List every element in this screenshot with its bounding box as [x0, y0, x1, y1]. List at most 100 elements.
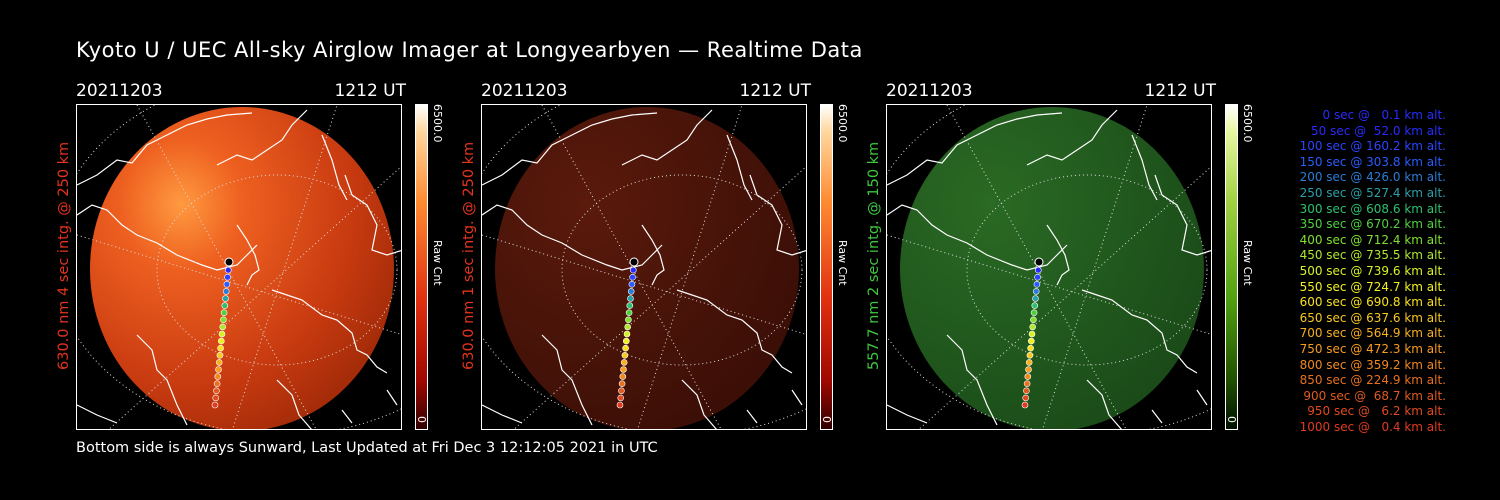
legend-item: 150 sec @ 303.8 km alt.	[1299, 154, 1446, 169]
trajectory-point	[214, 373, 222, 380]
trajectory-point	[217, 344, 224, 352]
trajectory-point	[1035, 266, 1042, 274]
legend-item: 450 sec @ 735.5 km alt.	[1299, 248, 1446, 263]
launch-point	[1034, 257, 1044, 267]
trajectory-point	[627, 288, 635, 295]
colorbar-max: 6500.0	[836, 104, 849, 143]
trajectory-point	[222, 295, 229, 302]
trajectory-legend: 0 sec @ 0.1 km alt. 50 sec @ 52.0 km alt…	[1266, 108, 1446, 435]
coastline	[482, 109, 806, 429]
trajectory-point	[629, 273, 636, 281]
trajectory-point	[1028, 330, 1036, 338]
trajectory-point	[1025, 359, 1033, 366]
trajectory-point	[630, 266, 637, 274]
legend-item: 750 sec @ 472.3 km alt.	[1299, 341, 1446, 356]
trajectory-point	[211, 401, 219, 409]
colorbar-unit: Raw Cnt	[1241, 240, 1254, 286]
trajectory-point	[620, 366, 627, 373]
airglow-disk	[900, 107, 1204, 429]
trajectory-point	[625, 316, 632, 324]
trajectory-point	[1026, 352, 1034, 359]
allsky-image	[481, 104, 807, 430]
trajectory	[616, 257, 639, 409]
trajectory-point	[219, 323, 226, 331]
trajectory-point	[618, 387, 625, 395]
legend-item: 1000 sec @ 0.4 km alt.	[1299, 419, 1446, 434]
lat-lon-grid	[887, 105, 1211, 429]
legend-item: 200 sec @ 426.0 km alt.	[1299, 170, 1446, 185]
panel-time: 1212 UT	[739, 81, 812, 101]
trajectory-point	[215, 359, 223, 366]
y-axis-label: 630.0 nm 1 sec intg. @ 250 km	[461, 141, 477, 370]
panel-3: 20211203 1212 UT 6500.0 Raw Cnt 0	[886, 80, 1286, 430]
trajectory-point	[1030, 316, 1037, 324]
trajectory-point	[1032, 295, 1039, 302]
legend-item: 100 sec @ 160.2 km alt.	[1299, 139, 1446, 154]
trajectory-point	[625, 309, 633, 316]
colorbar-min: 0	[820, 416, 833, 423]
coastline	[887, 109, 1211, 429]
allsky-image	[886, 104, 1212, 430]
legend-item: 0 sec @ 0.1 km alt.	[1322, 108, 1447, 122]
y-axis-label: 630.0 nm 4 sec intg. @ 250 km	[56, 141, 72, 370]
legend-item: 600 sec @ 690.8 km alt.	[1299, 295, 1446, 310]
trajectory-point	[626, 302, 634, 309]
trajectory-point	[627, 295, 634, 302]
panel-date: 20211203	[76, 81, 163, 101]
trajectory-point	[1032, 288, 1040, 295]
colorbar-unit: Raw Cnt	[431, 240, 444, 286]
colorbar	[415, 104, 428, 430]
legend-item: 500 sec @ 739.6 km alt.	[1299, 263, 1446, 278]
panel-time: 1212 UT	[1144, 81, 1217, 101]
legend-item: 850 sec @ 224.9 km alt.	[1299, 373, 1446, 388]
allsky-image	[76, 104, 402, 430]
panel-2: 20211203 1212 UT 6500.0 Raw Cnt 0	[481, 80, 881, 430]
trajectory-point	[628, 281, 636, 288]
legend-item: 50 sec @ 52.0 km alt.	[1311, 123, 1446, 138]
page-title: Kyoto U / UEC All-sky Airglow Imager at …	[76, 38, 863, 62]
trajectory-point	[620, 359, 628, 366]
footer-note: Bottom side is always Sunward, Last Upda…	[76, 440, 658, 456]
allsky-map-svg	[77, 105, 401, 429]
trajectory-point	[1023, 387, 1030, 395]
panel-date: 20211203	[481, 81, 568, 101]
trajectory-point	[623, 337, 630, 345]
trajectory-point	[224, 273, 231, 281]
trajectory-point	[621, 352, 629, 359]
trajectory-point	[1029, 323, 1036, 331]
trajectory-point	[616, 401, 624, 409]
legend-item: 900 sec @ 68.7 km alt.	[1303, 388, 1446, 403]
legend-item: 300 sec @ 608.6 km alt.	[1299, 201, 1446, 216]
trajectory-point	[1033, 281, 1041, 288]
colorbar	[1225, 104, 1238, 430]
trajectory	[1021, 257, 1044, 409]
trajectory-point	[1023, 380, 1031, 388]
trajectory-point	[1030, 309, 1038, 316]
airglow-disk	[495, 107, 799, 429]
launch-point	[629, 257, 639, 267]
coastline	[77, 109, 401, 429]
trajectory-point	[220, 309, 228, 316]
trajectory-point	[1027, 344, 1034, 352]
airglow-disk	[90, 107, 394, 429]
colorbar-max: 6500.0	[431, 104, 444, 143]
trajectory-point	[218, 337, 225, 345]
allsky-map-svg	[887, 105, 1211, 429]
trajectory-point	[218, 330, 226, 338]
trajectory-point	[225, 266, 232, 274]
trajectory-point	[212, 394, 219, 402]
trajectory-point	[215, 366, 222, 373]
trajectory	[211, 257, 234, 409]
legend-item: 700 sec @ 564.9 km alt.	[1299, 326, 1446, 341]
trajectory-point	[216, 352, 224, 359]
legend-item: 550 sec @ 724.7 km alt.	[1299, 279, 1446, 294]
colorbar-min: 0	[415, 416, 428, 423]
trajectory-point	[1022, 394, 1029, 402]
trajectory-point	[624, 323, 631, 331]
trajectory-point	[1024, 373, 1032, 380]
panel-date: 20211203	[886, 81, 973, 101]
trajectory-point	[213, 380, 221, 388]
trajectory-point	[618, 380, 626, 388]
trajectory-point	[213, 387, 220, 395]
colorbar	[820, 104, 833, 430]
